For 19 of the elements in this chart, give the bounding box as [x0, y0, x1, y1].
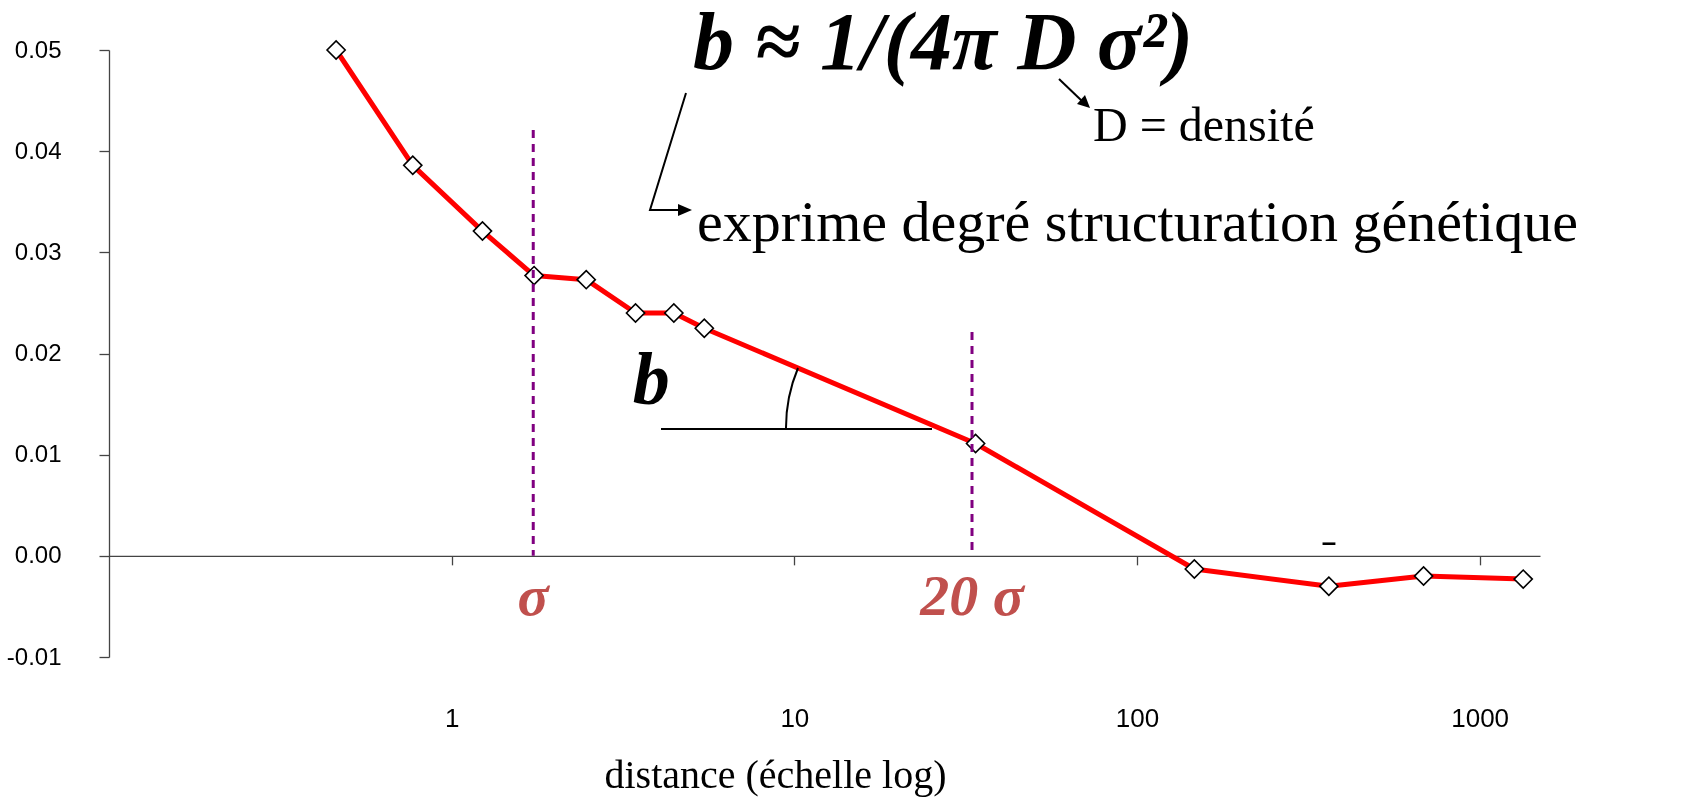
- y-tick-label: 0.05: [14, 35, 62, 63]
- x-axis-title: distance (échelle log): [604, 751, 947, 797]
- annotation: –: [1321, 527, 1337, 557]
- y-tick-label: 0.00: [14, 541, 62, 569]
- annotation: b: [632, 338, 670, 421]
- ref-line-label: σ: [517, 562, 551, 628]
- y-tick-label: 0.04: [14, 136, 62, 164]
- annotation: D = densité: [1093, 98, 1315, 151]
- x-tick-label: 100: [1115, 702, 1160, 733]
- x-tick-label: 1000: [1451, 702, 1510, 733]
- annotation: exprime degré structuration génétique: [697, 189, 1578, 254]
- y-tick-label: 0.02: [14, 339, 62, 366]
- x-tick-label: 10: [780, 702, 810, 733]
- ref-line-label: 20 σ: [919, 562, 1026, 628]
- y-tick-label: 0.03: [14, 237, 62, 265]
- y-tick-label: -0.01: [6, 642, 62, 670]
- x-tick-label: 1: [444, 702, 460, 733]
- annotation: b ≈ 1/(4π D σ²): [693, 0, 1194, 87]
- y-tick-label: 0.01: [14, 440, 62, 468]
